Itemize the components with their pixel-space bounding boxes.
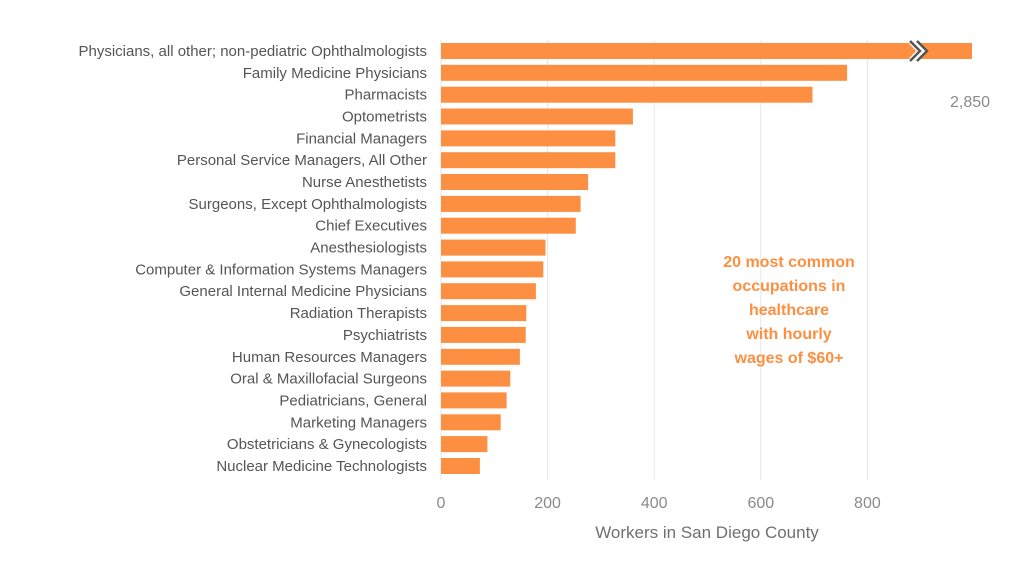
x-tick-label: 200	[534, 495, 561, 512]
category-label: Radiation Therapists	[290, 305, 427, 322]
axis-break-marker	[909, 38, 929, 64]
category-label: Chief Executives	[315, 218, 427, 235]
bar	[441, 458, 480, 474]
category-label: Pharmacists	[344, 87, 427, 104]
category-label: Surgeons, Except Ophthalmologists	[189, 196, 427, 213]
bar	[441, 64, 848, 81]
category-label: Financial Managers	[296, 130, 427, 147]
annotation-line: 20 most common	[723, 254, 855, 271]
category-label: Anesthesiologists	[310, 240, 427, 257]
axis-break-chevron	[909, 40, 922, 62]
bar	[441, 152, 616, 169]
bar	[441, 370, 511, 387]
category-label: Obstetricians & Gynecologists	[227, 436, 427, 453]
category-label: Nuclear Medicine Technologists	[216, 458, 427, 475]
bar	[441, 261, 544, 278]
category-label: Physicians, all other; non-pediatric Oph…	[78, 43, 427, 60]
bar	[441, 392, 507, 409]
bar	[441, 283, 536, 300]
bar	[441, 326, 526, 343]
category-label: Marketing Managers	[290, 414, 427, 431]
x-tick-label: 800	[854, 495, 881, 512]
bar	[441, 436, 488, 453]
annotation-line: with hourly	[745, 326, 831, 343]
bar	[441, 305, 527, 322]
x-tick-label: 0	[437, 495, 446, 512]
x-tick-label: 600	[747, 495, 774, 512]
truncated-bar-value-label: 2,850	[950, 94, 990, 111]
bar	[441, 348, 520, 365]
annotation-line: occupations in	[733, 278, 846, 295]
annotation-line: wages of $60+	[734, 350, 844, 367]
bar	[441, 217, 576, 234]
category-label: Personal Service Managers, All Other	[177, 152, 427, 169]
category-label: Psychiatrists	[343, 327, 427, 344]
annotation: 20 most common occupations in healthcare wi…	[723, 254, 855, 367]
category-label: Computer & Information Systems Managers	[135, 261, 427, 278]
bar	[441, 239, 546, 256]
bar	[441, 130, 616, 147]
x-axis-ticks: 0 200 400 600 800	[437, 495, 881, 512]
bar	[441, 43, 972, 59]
category-label: Human Resources Managers	[232, 349, 427, 366]
category-label: Oral & Maxillofacial Surgeons	[230, 371, 427, 388]
bar	[441, 108, 633, 125]
category-label: Family Medicine Physicians	[243, 65, 427, 82]
bar	[441, 86, 813, 103]
category-label: Optometrists	[342, 109, 427, 126]
category-label: Nurse Anesthetists	[302, 174, 427, 191]
bars	[441, 43, 972, 474]
category-label: General Internal Medicine Physicians	[179, 283, 427, 300]
bar	[441, 174, 589, 190]
bar	[441, 414, 501, 431]
annotation-line: healthcare	[749, 302, 829, 319]
category-labels: Physicians, all other; non-pediatric Oph…	[78, 43, 427, 475]
axis-break-gap	[909, 38, 928, 64]
x-axis-title: Workers in San Diego County	[595, 523, 819, 542]
axis-break-chevron	[916, 40, 929, 62]
category-label: Pediatricians, General	[279, 392, 427, 409]
x-tick-label: 400	[641, 495, 668, 512]
bar	[441, 195, 581, 212]
